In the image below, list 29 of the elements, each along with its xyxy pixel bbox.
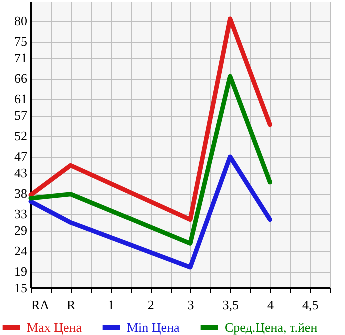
y-tick-label: 80	[14, 14, 28, 29]
y-tick-label: 57	[14, 108, 28, 124]
legend-label: Сред.Цена, т.йен	[225, 320, 318, 335]
y-tick-label: 43	[14, 166, 28, 181]
x-tick-label: R	[67, 298, 76, 312]
y-tick-label: 19	[14, 264, 28, 280]
y-tick-label: 29	[14, 223, 28, 238]
x-tick-label: 4,5	[302, 298, 319, 312]
x-tick-label: 4	[267, 298, 274, 312]
y-tick-label: 71	[14, 50, 28, 66]
y-tick-label: 52	[14, 128, 28, 144]
line-series	[28, 154, 272, 270]
y-tick-label: 33	[14, 206, 28, 222]
legend-label: Max Цена	[27, 320, 82, 335]
x-tick-label: RA	[32, 298, 50, 312]
x-tick-label: 3,5	[222, 298, 239, 312]
x-tick-label: 3	[188, 298, 194, 312]
line-series	[28, 16, 272, 222]
y-tick-label: 15	[14, 280, 28, 296]
line-series	[28, 74, 272, 246]
x-tick-label: 1	[108, 298, 114, 312]
y-tick-label: 47	[14, 149, 28, 164]
y-tick-label: 75	[14, 34, 28, 50]
y-tick-label: 24	[14, 244, 28, 259]
x-tick-label: 2	[148, 298, 154, 312]
y-tick-label: 38	[14, 186, 28, 202]
legend-label: Min Цена	[127, 320, 180, 335]
y-tick-label: 61	[14, 92, 28, 107]
y-tick-label: 66	[14, 71, 28, 86]
